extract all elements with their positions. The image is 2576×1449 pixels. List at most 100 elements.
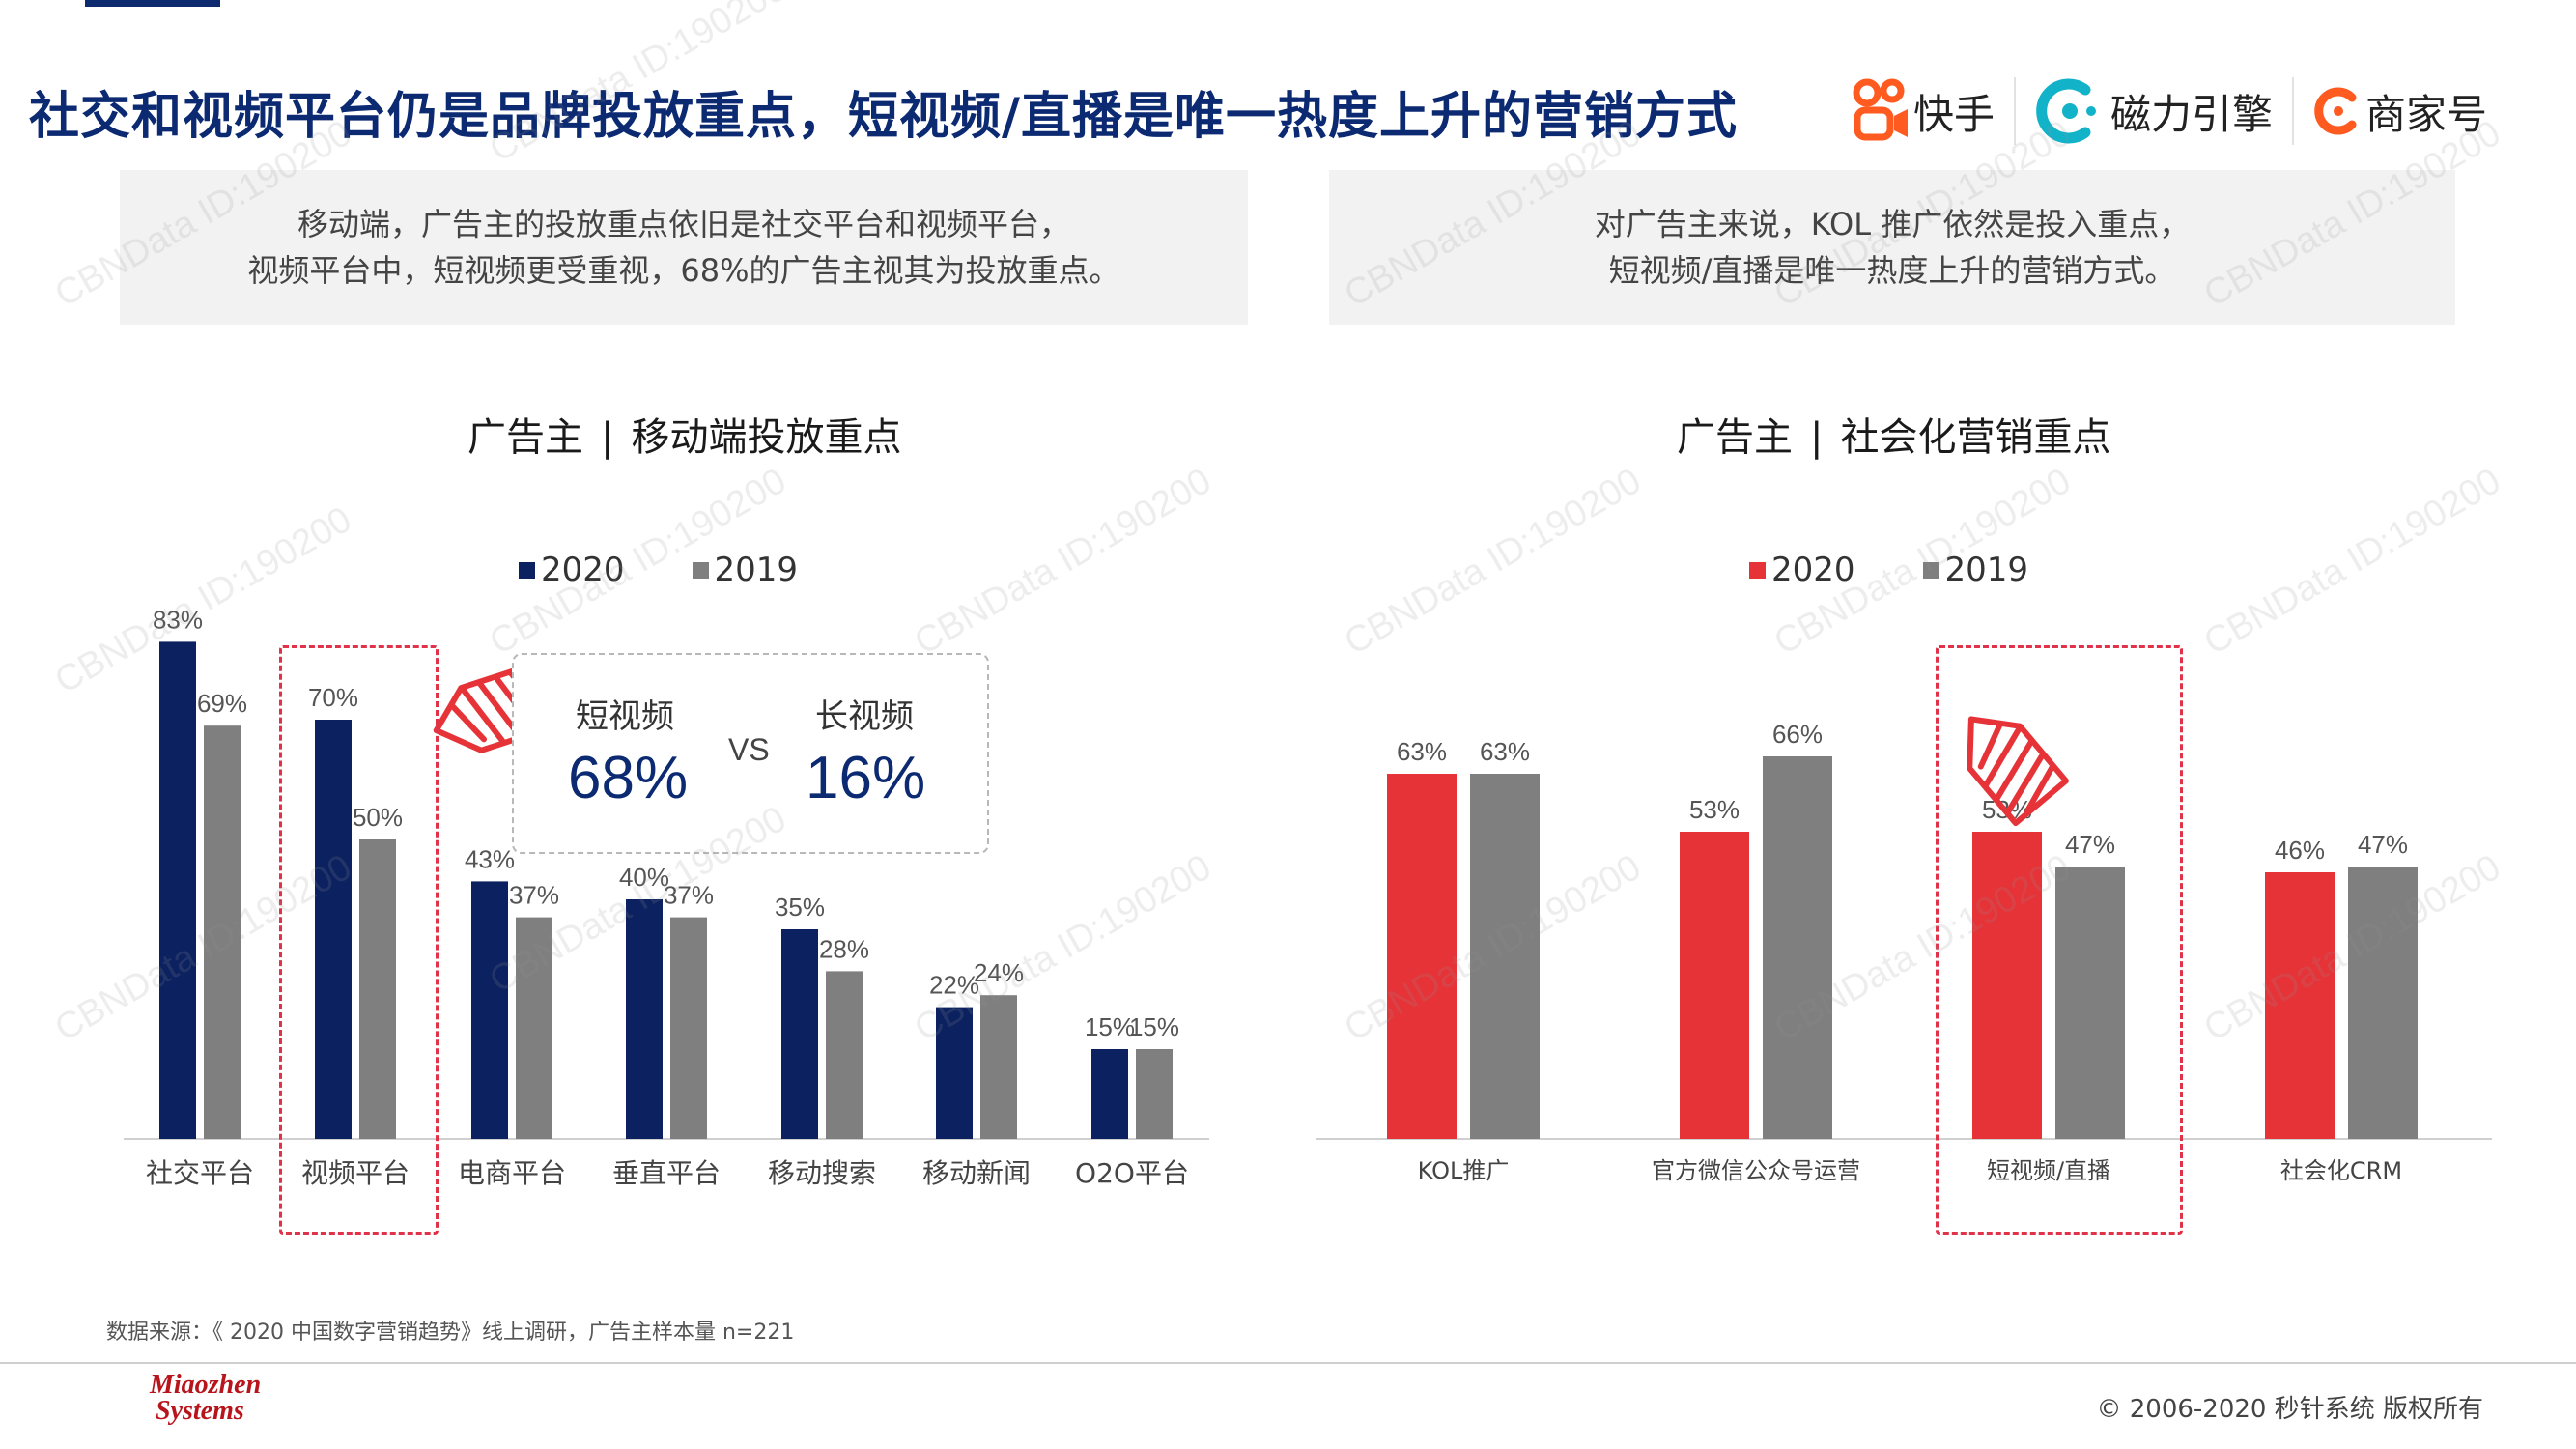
- kuaishou-icon: [1853, 78, 1908, 141]
- bar-2020: [1972, 832, 2042, 1139]
- footer-divider: [0, 1362, 2576, 1364]
- callout-short-video-value: 68%: [568, 745, 689, 811]
- x-axis-label: KOL推广: [1418, 1157, 1510, 1184]
- data-label-2019: 66%: [1772, 720, 1823, 749]
- chart-left-marks: 83%69%社交平台70%50%视频平台43%37%电商平台40%37%垂直平台…: [146, 605, 1189, 1189]
- data-label-2020: 46%: [2275, 836, 2325, 865]
- logo-divider: [2014, 77, 2017, 145]
- legend-swatch-2019: [692, 561, 709, 579]
- bar-2020: [1091, 1049, 1128, 1139]
- kuaishou-logo-text: 快手: [1913, 90, 1996, 138]
- data-label-2019: 15%: [1129, 1012, 1179, 1041]
- bar-2019: [359, 839, 396, 1139]
- bar-2019: [204, 725, 241, 1139]
- chart-right-title-topic: 社会化营销重点: [1840, 415, 2111, 460]
- partner-logos: 快手 磁力引擎 商家号: [1850, 70, 2487, 153]
- chart-left-legend: 2020 2019: [519, 551, 865, 589]
- merchant-icon: [2314, 87, 2357, 135]
- x-axis-label: 移动新闻: [922, 1157, 1031, 1189]
- data-label-2019: 69%: [197, 689, 247, 718]
- data-label-2020: 70%: [308, 683, 358, 712]
- x-axis-label: 视频平台: [301, 1157, 410, 1189]
- kuaishou-logo: 快手: [1850, 70, 1995, 153]
- miaozhen-logo: Miaozhen Systems: [150, 1370, 262, 1426]
- bar-2020: [1680, 832, 1749, 1139]
- data-label-2020: 40%: [619, 863, 669, 892]
- bar-2019: [670, 917, 707, 1139]
- data-label-2020: 43%: [465, 844, 515, 873]
- bar-2020: [159, 641, 196, 1139]
- bar-2020: [1387, 774, 1457, 1139]
- x-axis-label: 社会化CRM: [2280, 1157, 2402, 1184]
- summary-box-right: 对广告主来说，KOL 推广依然是投入重点， 短视频/直播是唯一热度上升的营销方式…: [1329, 170, 2455, 325]
- data-label-2020: 53%: [1689, 795, 1740, 824]
- chart-right-legend: 2020 2019: [1749, 551, 2096, 589]
- data-label-2020: 83%: [153, 605, 203, 634]
- cili-engine-logo: 磁力引擎: [2035, 70, 2273, 153]
- x-axis-label: 垂直平台: [612, 1157, 721, 1189]
- bar-2019: [1470, 774, 1540, 1139]
- chart-right-title-subject: 广告主: [1677, 415, 1793, 460]
- bar-2020: [781, 929, 818, 1139]
- legend-item-2019: 2019: [1922, 551, 2029, 589]
- miaozhen-logo-line-1: Miaozhen: [150, 1370, 262, 1400]
- chart-right-title: 广告主 | 社会化营销重点: [1677, 406, 2110, 462]
- data-label-2019: 47%: [2358, 830, 2408, 859]
- bar-2019: [2348, 867, 2418, 1139]
- legend-item-2020: 2020: [1749, 551, 1855, 589]
- bar-2019: [516, 917, 552, 1139]
- data-label-2019: 37%: [509, 881, 559, 910]
- data-label-2020: 35%: [775, 893, 825, 922]
- summary-left-line-2: 视频平台中，短视频更受重视，68%的广告主视其为投放重点。: [247, 252, 1120, 289]
- data-label-2019: 28%: [819, 934, 869, 963]
- x-axis-label: 社交平台: [146, 1157, 254, 1189]
- callout-long-video-label: 长视频: [815, 697, 914, 736]
- data-label-2020: 15%: [1085, 1012, 1135, 1041]
- x-axis-label: 移动搜索: [768, 1157, 876, 1189]
- x-axis-label: 电商平台: [458, 1157, 566, 1189]
- scribble-arrow-icon: [1967, 716, 2069, 827]
- legend-item-2019: 2019: [692, 551, 798, 589]
- legend-label-2020: 2020: [541, 551, 625, 589]
- callout-long-video-value: 16%: [806, 745, 926, 811]
- data-source-note: 数据来源：《 2020 中国数字营销趋势》线上调研，广告主样本量 n=221: [106, 1321, 795, 1345]
- magnet-engine-icon: [2036, 78, 2097, 144]
- summary-left-line-1: 移动端，广告主的投放重点依旧是社交平台和视频平台，: [297, 206, 1070, 242]
- bar-2019: [980, 995, 1017, 1139]
- merchant-logo: 商家号: [2313, 70, 2487, 153]
- bar-2019: [2055, 867, 2125, 1139]
- bar-2020: [2265, 872, 2335, 1139]
- bar-2019: [826, 971, 863, 1139]
- page-title: 社交和视频平台仍是品牌投放重点，短视频/直播是唯一热度上升的营销方式: [29, 88, 1738, 146]
- bar-2020: [626, 899, 663, 1139]
- bar-2020: [471, 881, 508, 1139]
- highlight-video-platform: [279, 645, 439, 1235]
- data-label-2019: 47%: [2065, 830, 2115, 859]
- chart-left-title-subject: 广告主: [467, 415, 583, 460]
- logo-divider: [2292, 77, 2295, 145]
- x-axis-label: 短视频/直播: [1987, 1157, 2110, 1184]
- bar-2020: [315, 720, 352, 1139]
- x-axis-label: 官方微信公众号运营: [1652, 1157, 1860, 1184]
- short-vs-long-video-callout: 短视频 68% VS 长视频 16%: [512, 653, 989, 854]
- callout-vs: VS: [728, 732, 770, 767]
- top-accent-bar: [85, 0, 220, 7]
- cili-engine-logo-text: 磁力引擎: [2110, 90, 2274, 138]
- callout-short-video-label: 短视频: [576, 697, 674, 736]
- chart-left-title-topic: 移动端投放重点: [631, 415, 902, 460]
- data-label-2019: 37%: [664, 881, 714, 910]
- chart-right-title-separator: |: [1810, 415, 1824, 460]
- summary-box-left: 移动端，广告主的投放重点依旧是社交平台和视频平台， 视频平台中，短视频更受重视，…: [120, 170, 1248, 325]
- chart-right-marks: 63%63%KOL推广53%66%官方微信公众号运营53%47%短视频/直播46…: [1387, 720, 2418, 1184]
- summary-right-line-1: 对广告主来说，KOL 推广依然是投入重点，: [1594, 206, 2191, 242]
- bar-2019: [1136, 1049, 1173, 1139]
- highlight-short-video-live: [1936, 645, 2183, 1235]
- legend-swatch-2020: [519, 561, 535, 579]
- miaozhen-logo-line-2: Systems: [156, 1396, 244, 1426]
- x-axis-label: O2O平台: [1075, 1157, 1189, 1189]
- summary-right-line-2: 短视频/直播是唯一热度上升的营销方式。: [1608, 252, 2176, 289]
- bar-2019: [1763, 756, 1832, 1139]
- merchant-logo-text: 商家号: [2365, 90, 2488, 138]
- legend-label-2019: 2019: [1944, 551, 2029, 589]
